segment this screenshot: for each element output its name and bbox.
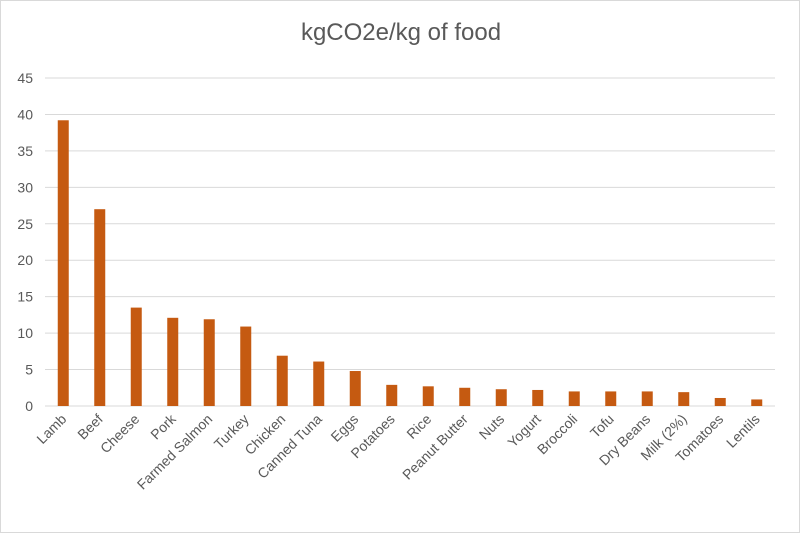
chart-title: kgCO2e/kg of food (300, 19, 502, 46)
x-tick-label: Pork (147, 410, 179, 442)
bar (422, 386, 434, 406)
bar (57, 120, 69, 406)
x-tick-label: Peanut Butter (399, 411, 471, 483)
y-tick-label: 30 (17, 179, 33, 195)
y-tick-label: 10 (17, 325, 33, 341)
bar (641, 391, 653, 406)
x-tick-label: Broccoli (534, 411, 581, 458)
y-tick-label: 40 (17, 106, 33, 122)
bar (203, 319, 215, 406)
y-tick-label: 0 (25, 398, 33, 414)
bar (94, 209, 106, 406)
x-tick-label: Beef (74, 411, 106, 443)
x-tick-label: Eggs (327, 411, 361, 445)
bar (605, 391, 617, 406)
x-tick-label: Nuts (476, 411, 508, 443)
bar (313, 361, 325, 406)
bar (714, 397, 726, 406)
y-tick-label: 35 (17, 143, 33, 159)
y-tick-label: 5 (25, 362, 33, 378)
x-tick-label: Rice (403, 411, 434, 442)
bar (240, 326, 252, 406)
bar (130, 307, 142, 406)
x-tick-label: Lamb (33, 411, 69, 447)
bar (532, 389, 544, 406)
y-tick-label: 25 (17, 216, 33, 232)
x-tick-label: Lentils (723, 411, 763, 451)
bar (167, 317, 179, 406)
y-tick-label: 15 (17, 289, 33, 305)
bar (678, 392, 690, 406)
x-tick-label: Tofu (587, 411, 617, 441)
bar (459, 387, 471, 406)
bar (495, 389, 507, 406)
bar (349, 371, 361, 406)
bar (751, 399, 763, 406)
bar (276, 355, 288, 406)
x-tick-label: Canned Tuna (254, 411, 325, 482)
bar (386, 384, 398, 406)
bar (568, 391, 580, 406)
x-tick-label: Cheese (97, 411, 143, 457)
y-tick-label: 20 (17, 252, 33, 268)
y-tick-label: 45 (17, 70, 33, 86)
